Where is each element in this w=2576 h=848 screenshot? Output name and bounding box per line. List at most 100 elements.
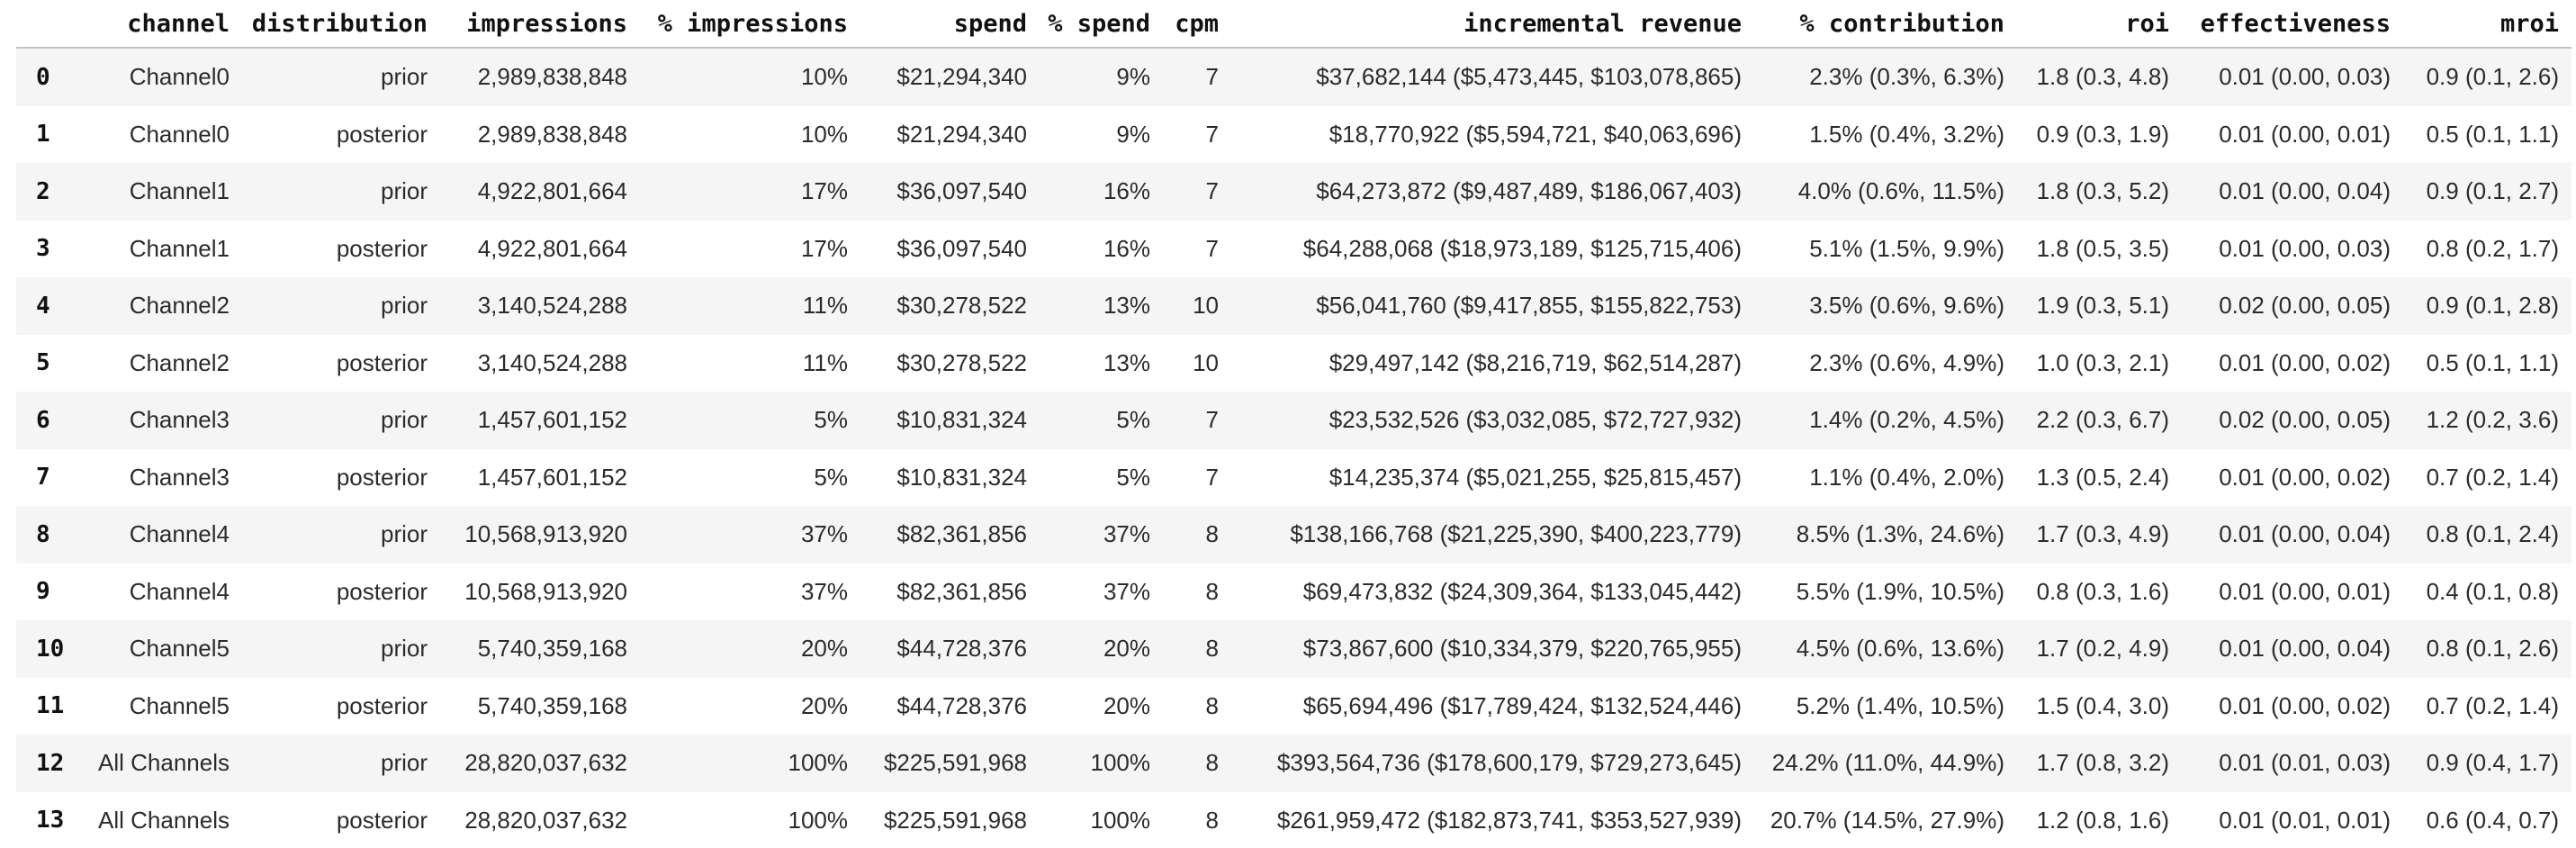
table-row: 2 Channel1 prior 4,922,801,664 17% $36,0… [16,163,2571,221]
cell-impressions: 5,740,359,168 [477,691,627,719]
cell-spend: $225,591,968 [883,806,1027,834]
cell-impressions: 4,922,801,664 [477,234,627,262]
cell-pct-spend: 100% [1090,749,1151,777]
cell-pct-spend: 20% [1103,635,1150,663]
column-header-spend: spend [860,0,1040,49]
cell-pct-contribution: 4.0% (0.6%, 11.5%) [1797,177,2004,205]
cell-pct-spend: 16% [1103,177,1150,205]
cell-channel: Channel5 [129,635,230,663]
cell-distribution: prior [380,63,428,91]
cell-spend: $36,097,540 [896,234,1027,262]
cell-cpm: 7 [1205,177,1219,205]
cell-impressions: 2,989,838,848 [477,63,627,91]
row-index: 7 [36,464,50,492]
cell-mroi: 0.9 (0.1, 2.8) [2426,292,2559,320]
cell-pct-contribution: 20.7% (14.5%, 27.9%) [1770,806,2004,834]
row-index: 3 [36,235,50,263]
cell-mroi: 0.5 (0.1, 1.1) [2426,120,2559,148]
cell-incremental-revenue: $73,867,600 ($10,334,379, $220,765,955) [1302,635,1742,663]
cell-roi: 0.8 (0.3, 1.6) [2036,577,2169,605]
cell-impressions: 3,140,524,288 [477,292,627,320]
table-row: 0 Channel0 prior 2,989,838,848 10% $21,2… [16,48,2571,106]
cell-incremental-revenue: $29,497,142 ($8,216,719, $62,514,287) [1329,348,1742,376]
cell-distribution: prior [380,406,428,434]
cell-impressions: 1,457,601,152 [477,463,627,491]
cell-roi: 1.5 (0.4, 3.0) [2036,691,2169,719]
cell-cpm: 7 [1205,406,1219,434]
cell-pct-spend: 100% [1090,806,1151,834]
cell-mroi: 0.8 (0.1, 2.6) [2426,635,2559,663]
table-row: 13 All Channels posterior 28,820,037,632… [16,791,2571,848]
cell-spend: $225,591,968 [883,749,1027,777]
cell-pct-spend: 37% [1103,520,1150,548]
row-index: 12 [36,749,65,777]
cell-mroi: 0.9 (0.1, 2.6) [2426,63,2559,91]
cell-mroi: 0.6 (0.4, 0.7) [2426,806,2559,834]
row-index: 11 [36,692,65,720]
row-index: 5 [36,349,50,377]
column-header-distribution: distribution [242,0,440,49]
table-row: 10 Channel5 prior 5,740,359,168 20% $44,… [16,620,2571,678]
cell-spend: $82,361,856 [896,577,1027,605]
cell-channel: Channel0 [129,120,230,148]
cell-distribution: prior [380,520,428,548]
cell-roi: 1.7 (0.8, 3.2) [2036,749,2169,777]
cell-pct-impressions: 20% [800,691,848,719]
cell-impressions: 2,989,838,848 [477,120,627,148]
cell-pct-impressions: 37% [800,520,848,548]
cell-spend: $82,361,856 [896,520,1027,548]
cell-incremental-revenue: $37,682,144 ($5,473,445, $103,078,865) [1316,63,1742,91]
column-header-impressions: impressions [440,0,640,49]
cell-cpm: 7 [1205,234,1219,262]
cell-pct-impressions: 17% [800,177,848,205]
cell-channel: Channel0 [129,63,230,91]
cell-pct-impressions: 11% [802,292,848,320]
cell-incremental-revenue: $69,473,832 ($24,309,364, $133,045,442) [1302,577,1742,605]
cell-cpm: 8 [1205,577,1219,605]
cell-channel: Channel2 [129,292,230,320]
cell-effectiveness: 0.01 (0.00, 0.04) [2219,177,2391,205]
cell-pct-spend: 5% [1116,463,1150,491]
cell-channel: Channel1 [129,177,230,205]
cell-roi: 0.9 (0.3, 1.9) [2036,120,2169,148]
column-header-pct-spend: % spend [1040,0,1163,49]
table-row: 7 Channel3 posterior 1,457,601,152 5% $1… [16,448,2571,506]
table-row: 8 Channel4 prior 10,568,913,920 37% $82,… [16,506,2571,564]
cell-pct-contribution: 1.4% (0.2%, 4.5%) [1809,406,2004,434]
cell-roi: 1.0 (0.3, 2.1) [2036,348,2169,376]
cell-mroi: 1.2 (0.2, 3.6) [2426,406,2559,434]
cell-pct-spend: 16% [1103,234,1150,262]
cell-spend: $36,097,540 [896,177,1027,205]
cell-incremental-revenue: $14,235,374 ($5,021,255, $25,815,457) [1329,463,1742,491]
cell-impressions: 3,140,524,288 [477,348,627,376]
cell-mroi: 0.9 (0.4, 1.7) [2426,749,2559,777]
cell-effectiveness: 0.01 (0.00, 0.03) [2219,63,2391,91]
cell-roi: 1.8 (0.3, 4.8) [2036,63,2169,91]
cell-pct-contribution: 5.5% (1.9%, 10.5%) [1796,577,2004,605]
cell-channel: All Channels [98,749,230,777]
cell-pct-contribution: 24.2% (11.0%, 44.9%) [1771,749,2004,777]
table-row: 4 Channel2 prior 3,140,524,288 11% $30,2… [16,277,2571,335]
cell-cpm: 7 [1205,463,1219,491]
cell-pct-spend: 13% [1103,348,1150,376]
column-header-effectiveness: effectiveness [2182,0,2403,49]
cell-mroi: 0.5 (0.1, 1.1) [2426,348,2559,376]
cell-impressions: 5,740,359,168 [477,635,627,663]
cell-pct-spend: 9% [1116,120,1150,148]
cell-impressions: 4,922,801,664 [477,177,627,205]
cell-cpm: 8 [1205,635,1219,663]
cell-effectiveness: 0.01 (0.00, 0.04) [2219,635,2391,663]
cell-mroi: 0.4 (0.1, 0.8) [2426,577,2559,605]
cell-impressions: 28,820,037,632 [464,806,627,834]
table-row: 6 Channel3 prior 1,457,601,152 5% $10,83… [16,392,2571,449]
cell-spend: $44,728,376 [896,691,1027,719]
cell-roi: 1.8 (0.3, 5.2) [2036,177,2169,205]
cell-cpm: 10 [1193,292,1219,320]
cell-pct-impressions: 100% [788,806,849,834]
dataframe-table: channel distribution impressions % impre… [16,0,2571,848]
cell-channel: Channel4 [129,520,230,548]
cell-cpm: 8 [1205,749,1219,777]
row-index: 2 [36,177,50,205]
cell-pct-spend: 5% [1116,406,1150,434]
cell-effectiveness: 0.01 (0.00, 0.02) [2219,463,2391,491]
